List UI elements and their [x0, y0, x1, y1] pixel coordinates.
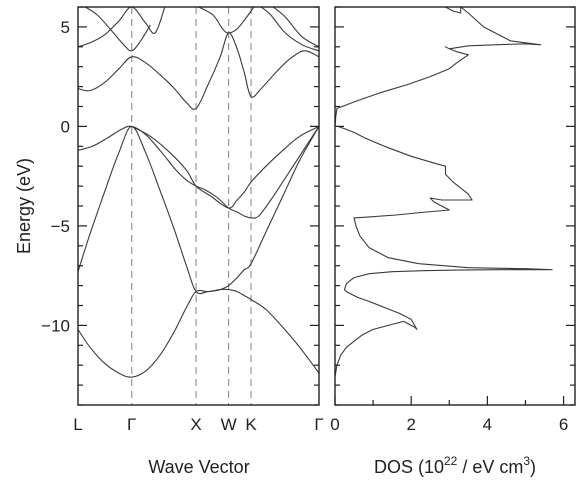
k-point-label: Γ: [127, 415, 136, 434]
band-curves: [78, 7, 319, 378]
k-point-label: Γ: [314, 415, 323, 434]
dos-axis-ticks: 0 2 4 6: [330, 396, 568, 434]
dos-curve: [335, 7, 553, 378]
dos-axis-label-unit-exponent: 3: [523, 454, 530, 468]
band-panel-frame: [77, 6, 320, 406]
band-7: [84, 7, 151, 52]
k-point-label: W: [221, 415, 237, 434]
energy-axis-ticks: 5 0 −5 −10: [41, 6, 319, 406]
band-5: [78, 32, 319, 110]
dos-axis-label-unit: / eV cm: [457, 457, 523, 477]
dos-panel: 0 2 4 6 DOS (1022 / eV cm3): [330, 6, 576, 477]
energy-tick-label: −5: [51, 217, 70, 236]
band-1: [78, 288, 319, 378]
dos-series: [335, 7, 553, 378]
band-8: [198, 7, 255, 34]
band-10: [272, 7, 319, 48]
band-4: [131, 125, 319, 209]
band-6: [78, 7, 166, 48]
energy-axis-label: Energy (eV): [14, 158, 34, 254]
k-point-label: K: [245, 415, 257, 434]
energy-tick-label: −10: [41, 316, 70, 335]
band-2: [78, 125, 319, 295]
band-9: [260, 7, 319, 52]
k-point-label: X: [190, 415, 201, 434]
wave-vector-axis-label: Wave Vector: [148, 457, 249, 477]
dos-axis-label: DOS (1022 / eV cm3): [374, 454, 536, 477]
dos-energy-ticks: [335, 6, 575, 406]
dos-tick-label: 6: [559, 415, 568, 434]
band-3: [78, 125, 319, 219]
dos-tick-label: 4: [483, 415, 492, 434]
k-point-label: L: [73, 415, 82, 434]
dos-tick-label: 2: [406, 415, 415, 434]
dos-axis-label-close: ): [530, 457, 536, 477]
dos-panel-frame: [334, 6, 576, 406]
energy-tick-label: 0: [61, 117, 70, 136]
k-point-lines: [131, 7, 252, 405]
dos-axis-label-exponent: 22: [444, 454, 458, 468]
energy-tick-label: 5: [61, 18, 70, 37]
dos-tick-label: 0: [330, 415, 339, 434]
